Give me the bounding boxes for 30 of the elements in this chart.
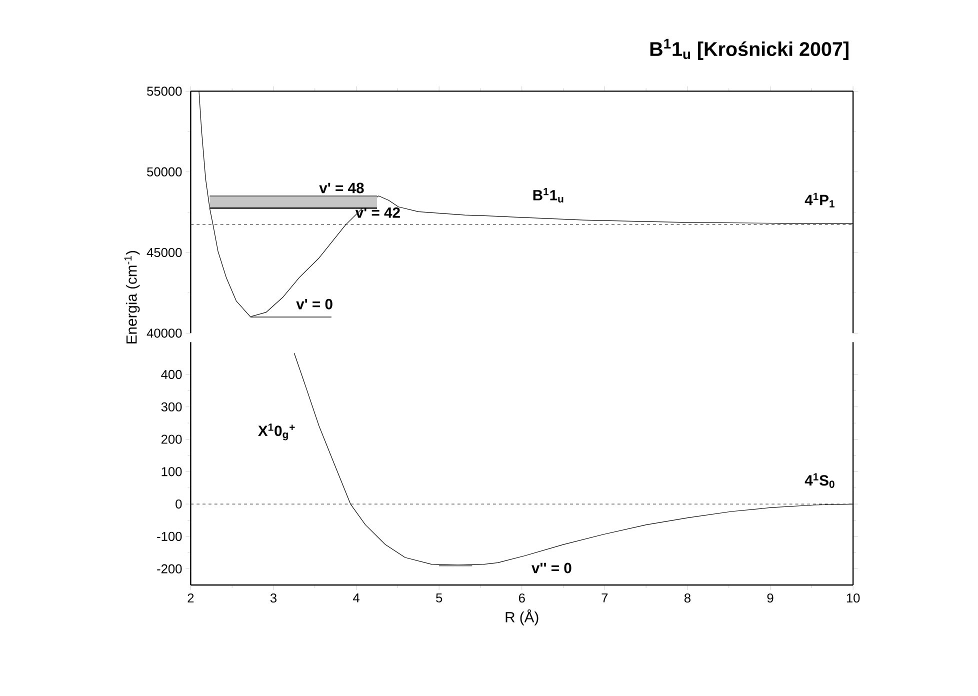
x-tick-label: 9: [767, 593, 774, 603]
y-tick-label: 45000: [146, 248, 182, 258]
y-tick-label: -200: [157, 564, 182, 574]
y-tick-label: 300: [161, 402, 182, 412]
y-tick-label: 400: [161, 370, 182, 379]
annotation: 4$^{1}$S$_{0}$: [804, 473, 834, 488]
chart-title: B$^{1}$1$_{u}$ [Krośnicki 2007]: [650, 38, 848, 60]
annotation: v' = 48: [319, 182, 364, 194]
annotation: v'' = 0: [532, 562, 572, 574]
annotation: 4$^{1}$P$_{1}$: [804, 192, 834, 208]
y-tick-label: -100: [157, 532, 182, 541]
x-tick-label: 7: [602, 593, 608, 602]
y-tick-label: 55000: [147, 86, 182, 96]
x-tick-label: 5: [436, 593, 442, 602]
y-tick-label: 200: [161, 434, 182, 444]
x-axis-title: R (Å): [506, 609, 538, 626]
y-axis-title: Energia (cm$^{-1}$): [124, 250, 140, 344]
y-tick-label: 100: [162, 467, 182, 476]
y-tick-label: 40000: [146, 328, 182, 338]
x-tick-label: 4: [353, 593, 360, 602]
x-tick-label: 6: [518, 593, 525, 603]
x-tick-label: 10: [846, 593, 860, 603]
x-tick-label: 2: [188, 593, 194, 602]
x-tick-label: 8: [684, 593, 690, 603]
x-tick-label: 3: [270, 593, 277, 603]
y-tick-label: 0: [176, 499, 182, 509]
annotation: v' = 0: [296, 298, 332, 310]
y-tick-label: 50000: [147, 167, 182, 176]
annotation: B$^{1}$1$_{u}$: [533, 188, 564, 202]
annotation: X$^{1}$0$_{g}$+: [258, 424, 295, 440]
